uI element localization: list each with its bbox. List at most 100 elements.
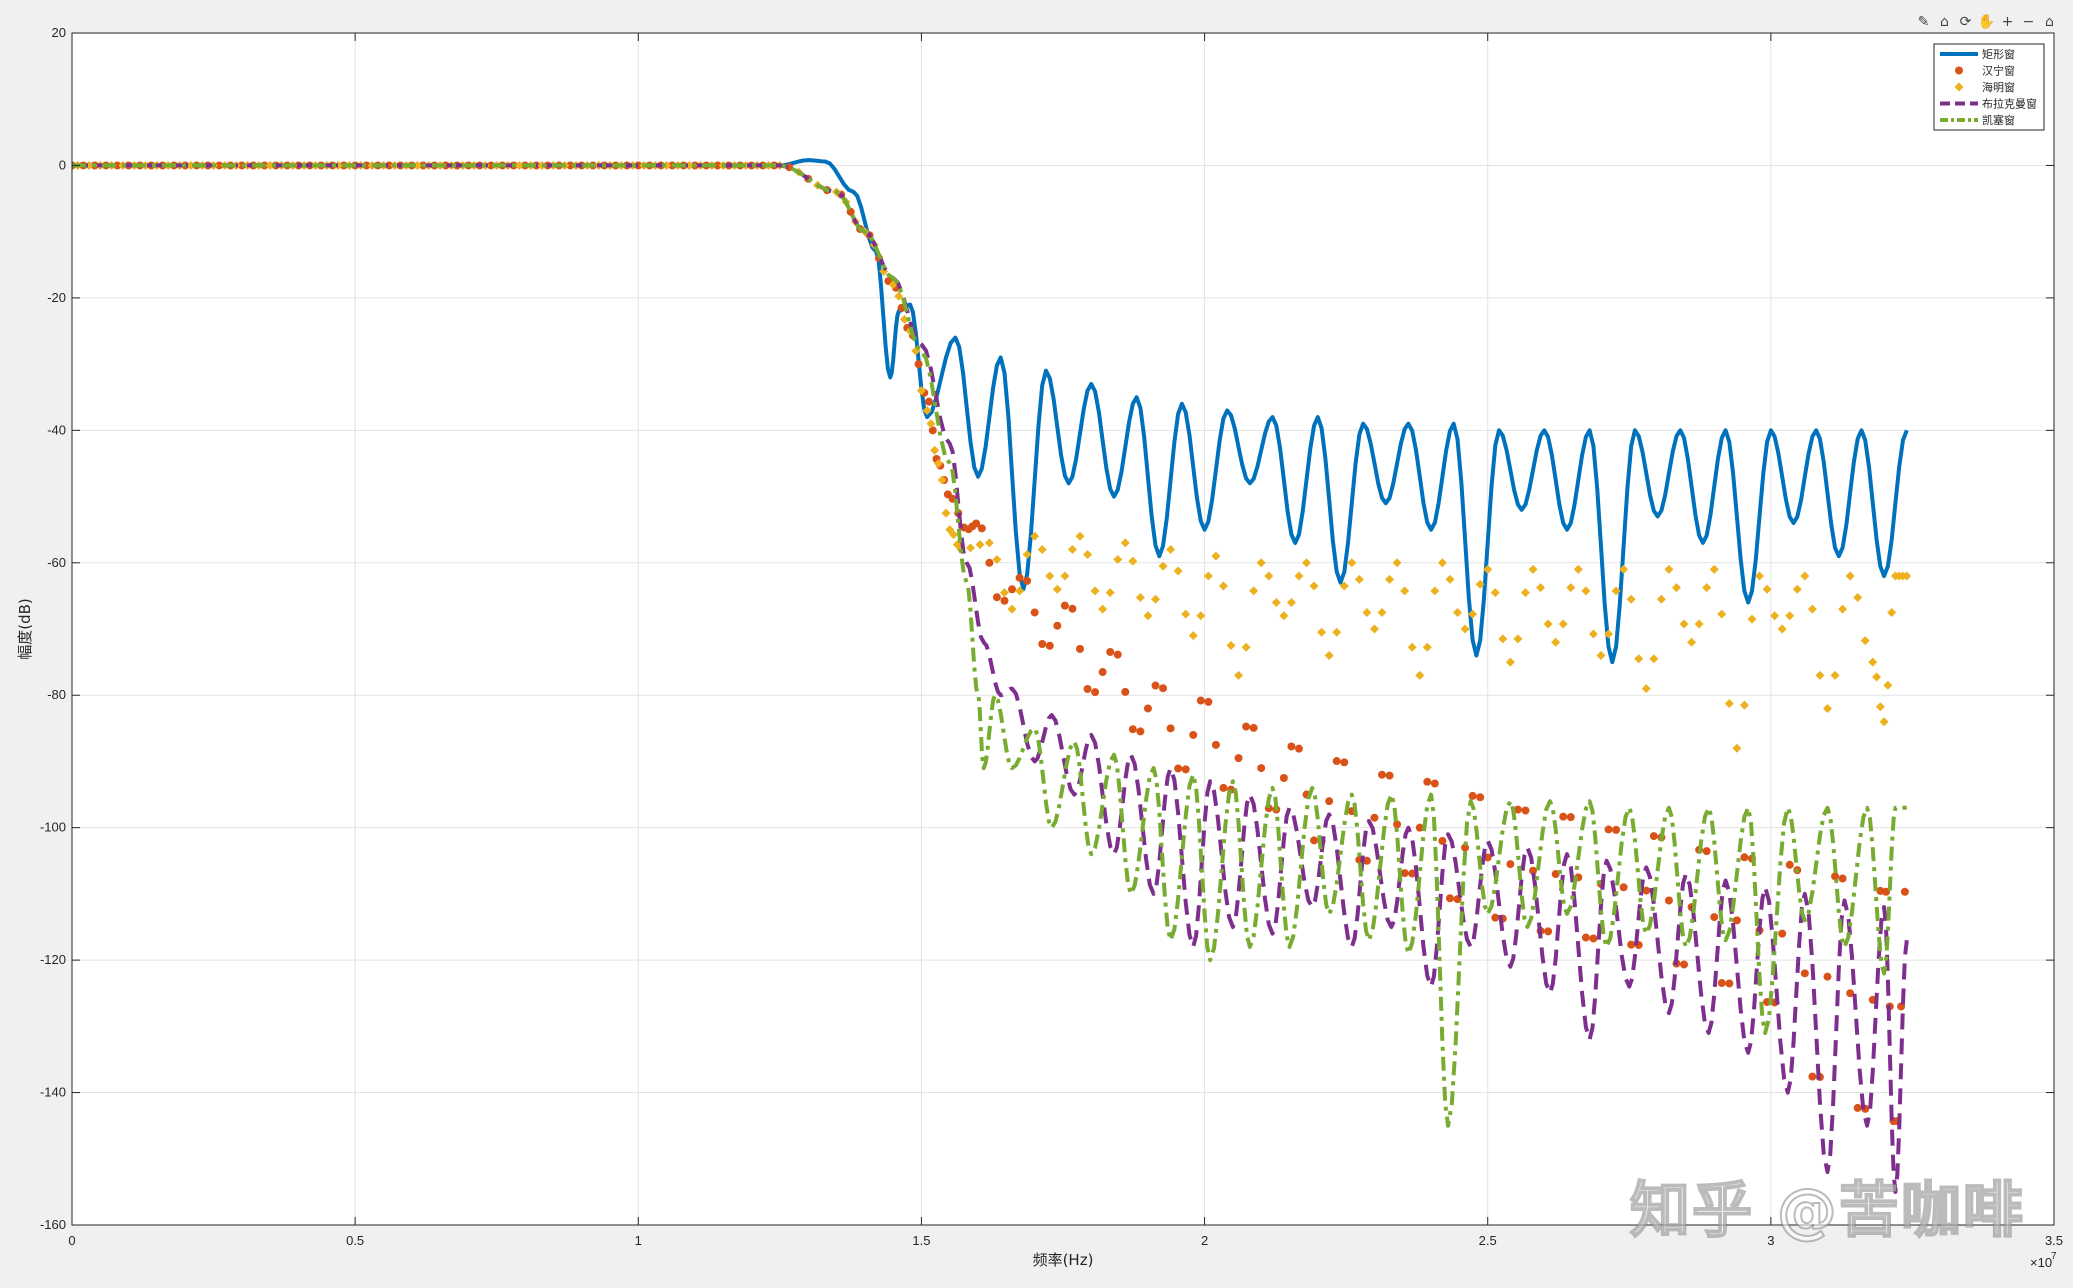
y-tick-label: -120 xyxy=(40,952,66,967)
y-tick-label: -60 xyxy=(47,555,66,570)
series-1-point xyxy=(972,519,981,528)
series-2-point xyxy=(1671,583,1681,593)
series-2-point xyxy=(1468,609,1478,619)
x-tick-label: 2 xyxy=(1201,1233,1208,1248)
series-1-point xyxy=(1900,887,1909,896)
x-tick-label: 0 xyxy=(68,1233,75,1248)
series-2-point xyxy=(1777,624,1787,634)
series-1-point xyxy=(1249,723,1258,732)
series-1-point xyxy=(1897,1002,1906,1011)
series-2-point xyxy=(1845,571,1855,581)
series-2-point xyxy=(1422,642,1432,652)
series-1-point xyxy=(1106,647,1115,656)
series-2-point xyxy=(1120,538,1130,548)
series-2-point xyxy=(1294,571,1304,581)
series-1-point xyxy=(1068,604,1077,613)
series-1-point xyxy=(1506,860,1515,869)
rotate-icon[interactable]: ⟳ xyxy=(1959,14,1972,30)
series-2-point xyxy=(1875,702,1885,712)
zoom-in-icon[interactable]: + xyxy=(2001,14,2014,30)
series-2-point xyxy=(1732,743,1742,753)
series-1-point xyxy=(1151,681,1160,690)
series-2-point xyxy=(1098,604,1108,614)
series-2-point xyxy=(1445,574,1455,584)
series-1-point xyxy=(1513,805,1522,814)
series-2-point xyxy=(1604,629,1614,639)
legend-label-3: 布拉克曼窗 xyxy=(1982,97,2037,111)
series-2-point xyxy=(1739,700,1749,710)
series-1-point xyxy=(1242,722,1251,731)
series-2-point xyxy=(1090,586,1100,596)
series-2-point xyxy=(1166,545,1176,555)
series-2-point xyxy=(1203,571,1213,581)
series-2-point xyxy=(1385,574,1395,584)
series-1-point xyxy=(1196,696,1205,705)
series-2-point xyxy=(1339,581,1349,591)
series-1-point xyxy=(1294,744,1303,753)
series-2-point xyxy=(1309,581,1319,591)
series-1-point xyxy=(1257,764,1266,773)
y-tick-label: -20 xyxy=(47,290,66,305)
series-1-point xyxy=(1627,940,1636,949)
series-2-point xyxy=(1505,657,1515,667)
series-2-point xyxy=(1377,607,1387,617)
series-1-point xyxy=(1476,793,1485,802)
series-1-point xyxy=(1785,860,1794,869)
x-tick-label: 1 xyxy=(635,1233,642,1248)
series-2-point xyxy=(1815,670,1825,680)
zoom-out-icon[interactable]: − xyxy=(2022,14,2035,30)
series-1-point xyxy=(1838,874,1847,883)
brush-icon[interactable]: ✎ xyxy=(1917,14,1930,30)
series-2-point xyxy=(1264,571,1274,581)
y-tick-label: -40 xyxy=(47,422,66,437)
series-1-point xyxy=(1642,886,1651,895)
series-2-point xyxy=(1332,627,1342,637)
series-1-point xyxy=(1521,806,1530,815)
series-1-point xyxy=(1445,894,1454,903)
series-2-point xyxy=(186,160,196,170)
series-1-point xyxy=(1831,872,1840,881)
series-1-point xyxy=(1702,847,1711,856)
series-1-point xyxy=(1710,913,1719,922)
x-exponent-value: 7 xyxy=(2051,1251,2057,1262)
series-2-point xyxy=(1558,619,1568,629)
series-2-point xyxy=(1694,619,1704,629)
series-1-point xyxy=(1385,771,1394,780)
series-1-point xyxy=(1159,684,1168,693)
series-1-point xyxy=(1362,856,1371,865)
x-exponent-label: ×10 xyxy=(2030,1255,2052,1270)
series-1-point xyxy=(1128,725,1137,734)
series-1-point xyxy=(1143,704,1152,713)
series-2-point xyxy=(1581,586,1591,596)
series-1-point xyxy=(977,524,986,533)
home-icon[interactable]: ⌂ xyxy=(2045,14,2054,30)
series-4-line xyxy=(72,163,1907,1128)
series-2-point xyxy=(933,458,943,468)
y-tick-label: 0 xyxy=(59,157,66,172)
series-2-point xyxy=(1830,670,1840,680)
series-2-point xyxy=(1324,650,1334,660)
series-2-point xyxy=(1822,703,1832,713)
series-2-point xyxy=(1626,594,1636,604)
axes-box xyxy=(71,32,2055,1226)
series-2-point xyxy=(1256,558,1266,568)
series-1-point xyxy=(1468,791,1477,800)
series-1-point xyxy=(1800,969,1809,978)
series-1-point xyxy=(1008,585,1017,594)
series-1-point xyxy=(1491,913,1500,922)
datatip-icon[interactable]: ⌂ xyxy=(1940,14,1949,30)
legend-label-1: 汉宁窗 xyxy=(1982,64,2015,78)
series-1-point xyxy=(1325,797,1334,806)
series-2-point xyxy=(1407,642,1417,652)
legend-swatch-2 xyxy=(1954,82,1964,92)
series-2-point xyxy=(1143,611,1153,621)
series-1-point xyxy=(1121,687,1130,696)
series-2-point xyxy=(1415,670,1425,680)
series-2-point xyxy=(1158,561,1168,571)
series-2-point xyxy=(1724,699,1734,708)
series-2-point xyxy=(1022,550,1032,559)
pan-icon[interactable]: ✋ xyxy=(1977,14,1996,30)
series-1-point xyxy=(1778,929,1787,938)
